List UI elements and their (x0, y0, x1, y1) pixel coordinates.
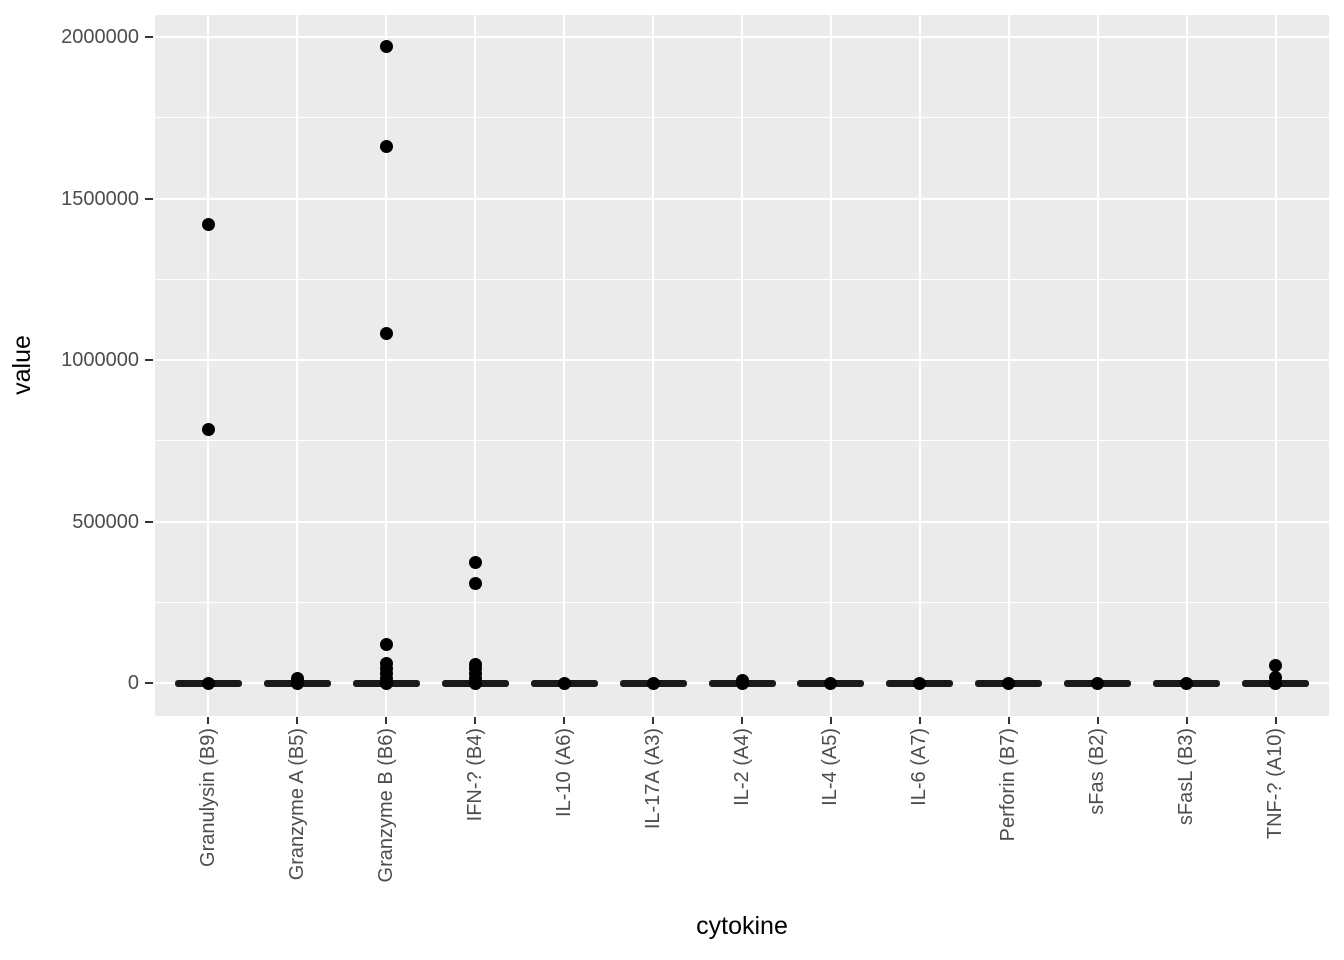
data-point (379, 656, 393, 670)
gridline-major-x (385, 15, 388, 716)
data-point (1180, 676, 1194, 690)
x-tick-mark (207, 717, 210, 724)
gridline-major-x (207, 15, 210, 716)
data-point (379, 637, 393, 651)
gridline-major-x (741, 15, 743, 716)
data-point (201, 676, 215, 690)
x-tick-mark (829, 717, 832, 724)
y-tick-mark (145, 682, 153, 685)
x-axis-tick-label-text: IL-4 (A5) (819, 728, 842, 806)
x-axis-tick-label-text: sFas (B2) (1086, 728, 1109, 815)
gridline-major-x (652, 15, 655, 716)
data-point (913, 676, 927, 690)
x-axis-tick-label-text: Granzyme A (B5) (285, 728, 308, 881)
data-point (201, 217, 215, 231)
y-tick-label: 1000000 (61, 349, 139, 372)
x-axis-tick-label: Granzyme B (B6) (373, 728, 399, 882)
x-axis-tick-label-text: IL-17A (A3) (641, 728, 664, 830)
data-point (468, 576, 482, 590)
x-axis-tick-label-text: IL-10 (A6) (552, 728, 575, 817)
x-axis-tick-label-text: sFasL (B3) (1175, 728, 1198, 826)
plot-panel (155, 15, 1329, 716)
y-tick-mark (145, 520, 153, 523)
x-axis-tick-label: IL-2 (A4) (729, 728, 755, 806)
x-axis-tick-label: IL-17A (A3) (640, 728, 666, 829)
x-axis-tick-label: Granzyme A (B5) (284, 728, 310, 880)
y-tick-label: 500000 (72, 510, 139, 533)
x-tick-mark (918, 717, 921, 724)
gridline-major-x (829, 15, 832, 716)
data-point (1269, 659, 1283, 673)
gridline-major-x (563, 15, 566, 716)
data-point (290, 671, 304, 685)
gridline-major-x (1274, 15, 1277, 716)
x-tick-mark (474, 717, 477, 724)
x-axis-tick-label-text: IL-6 (A7) (908, 728, 931, 806)
x-axis-tick-label-text: Granulysin (B9) (196, 728, 219, 867)
data-point (557, 676, 571, 690)
data-point (1269, 671, 1283, 685)
gridline-major-x (918, 15, 921, 716)
gridline-major-x (1185, 15, 1188, 716)
y-tick-mark (145, 197, 153, 200)
x-tick-mark (652, 717, 655, 724)
data-point (379, 326, 393, 340)
data-point (1002, 676, 1016, 690)
y-tick-mark (145, 35, 153, 38)
data-point (646, 676, 660, 690)
x-axis-tick-label: TNF-? (A10) (1263, 728, 1289, 839)
data-point (1091, 676, 1105, 690)
x-axis-tick-label: IL-4 (A5) (818, 728, 844, 806)
y-tick-label: 2000000 (61, 25, 139, 48)
x-axis-tick-label: IL-6 (A7) (907, 728, 933, 806)
x-axis-tick-label-text: Perforin (B7) (997, 728, 1020, 842)
data-point (379, 140, 393, 154)
x-axis-title: cytokine (696, 912, 788, 940)
x-tick-mark (741, 717, 743, 724)
x-tick-mark (385, 717, 388, 724)
y-tick-label: 0 (127, 672, 139, 695)
y-axis-title: value (8, 335, 36, 395)
x-tick-mark (296, 717, 299, 724)
x-axis-tick-label: Granulysin (B9) (195, 728, 221, 867)
x-axis-tick-label-text: TNF-? (A10) (1264, 728, 1287, 840)
data-point (824, 676, 838, 690)
x-tick-mark (1007, 717, 1010, 724)
data-point (379, 40, 393, 54)
x-axis-tick-label: IFN-? (B4) (462, 728, 488, 821)
data-point (735, 673, 749, 687)
y-tick-label: 1500000 (61, 187, 139, 210)
gridline-major-x (1007, 15, 1010, 716)
x-axis-tick-label-text: IFN-? (B4) (463, 728, 486, 822)
gridline-major-x (296, 15, 299, 716)
x-axis-tick-label: IL-10 (A6) (551, 728, 577, 817)
x-axis-tick-label-text: IL-2 (A4) (730, 728, 753, 806)
x-tick-mark (1274, 717, 1277, 724)
data-point (468, 658, 482, 672)
x-axis-tick-label: sFasL (B3) (1174, 728, 1200, 825)
gridline-major-x (1096, 15, 1099, 716)
gridline-major-x (474, 15, 477, 716)
x-tick-mark (1096, 717, 1099, 724)
x-tick-mark (563, 717, 566, 724)
x-axis-tick-label: Perforin (B7) (996, 728, 1022, 841)
x-axis-tick-label-text: Granzyme B (B6) (374, 728, 397, 883)
data-point (201, 423, 215, 437)
x-axis-tick-label: sFas (B2) (1085, 728, 1111, 815)
data-point (468, 555, 482, 569)
y-tick-mark (145, 359, 153, 362)
x-tick-mark (1185, 717, 1188, 724)
